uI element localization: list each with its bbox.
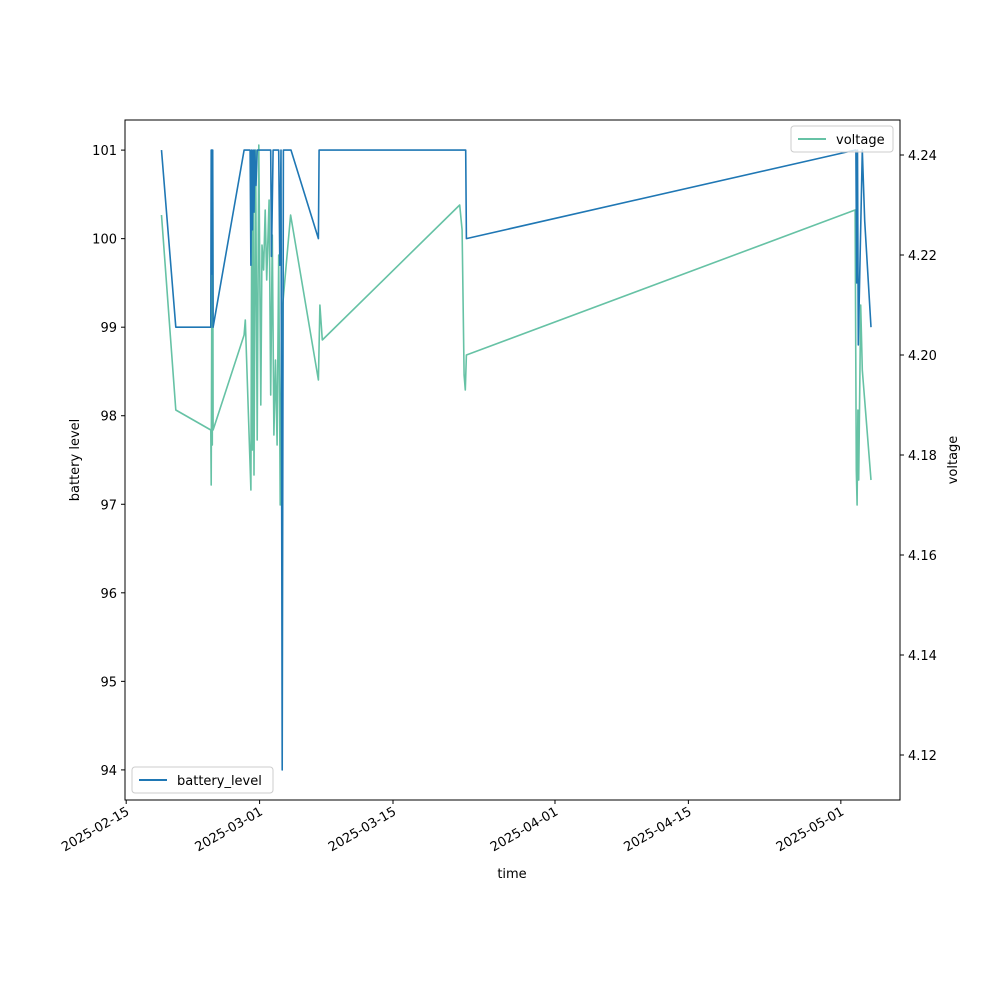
y-right-tick-label: 4.20: [908, 349, 937, 364]
y-right-axis-ticks: 4.12 4.14 4.16 4.18 4.20 4.22 4.24: [900, 149, 937, 764]
y-right-tick-label: 4.16: [908, 549, 937, 564]
y-right-axis-label: voltage: [946, 436, 961, 485]
y-left-axis-label: battery level: [68, 419, 83, 502]
legend-box: [131, 766, 274, 794]
legend-battery-level: battery_level: [131, 766, 274, 794]
y-right-tick-label: 4.12: [908, 749, 937, 764]
series-line-voltage: [160, 144, 872, 506]
x-tick-label: 2025-04-01: [488, 804, 561, 855]
y-left-tick-label: 99: [100, 321, 117, 336]
y-right-tick-label: 4.14: [908, 649, 937, 664]
plot-lines: [160, 144, 872, 771]
y-left-axis-ticks: 94 95 96 97 98 99 100 101: [92, 144, 125, 779]
y-left-tick-label: 94: [100, 764, 117, 779]
legend-voltage: voltage: [790, 125, 894, 153]
y-left-tick-label: 97: [100, 498, 117, 513]
legend-label: battery_level: [177, 774, 262, 789]
y-left-tick-label: 101: [92, 144, 117, 159]
legend-label: voltage: [836, 133, 885, 148]
x-tick-label: 2025-03-01: [193, 804, 266, 855]
x-tick-label: 2025-03-15: [326, 804, 399, 855]
x-tick-label: 2025-02-15: [59, 804, 132, 855]
y-left-tick-label: 98: [100, 410, 117, 425]
y-right-tick-label: 4.22: [908, 249, 937, 264]
x-tick-label: 2025-05-01: [774, 804, 847, 855]
y-left-tick-label: 100: [92, 233, 117, 248]
x-axis-label: time: [497, 867, 526, 882]
x-tick-label: 2025-04-15: [621, 804, 694, 855]
x-axis-ticks: 2025-02-15 2025-03-01 2025-03-15 2025-04-01…: [59, 800, 847, 855]
y-right-tick-label: 4.24: [908, 149, 937, 164]
legend-box: [790, 125, 894, 153]
y-left-tick-label: 95: [100, 675, 117, 690]
y-left-tick-label: 96: [100, 587, 117, 602]
plot-frame: [124, 119, 901, 801]
y-right-tick-label: 4.18: [908, 449, 937, 464]
